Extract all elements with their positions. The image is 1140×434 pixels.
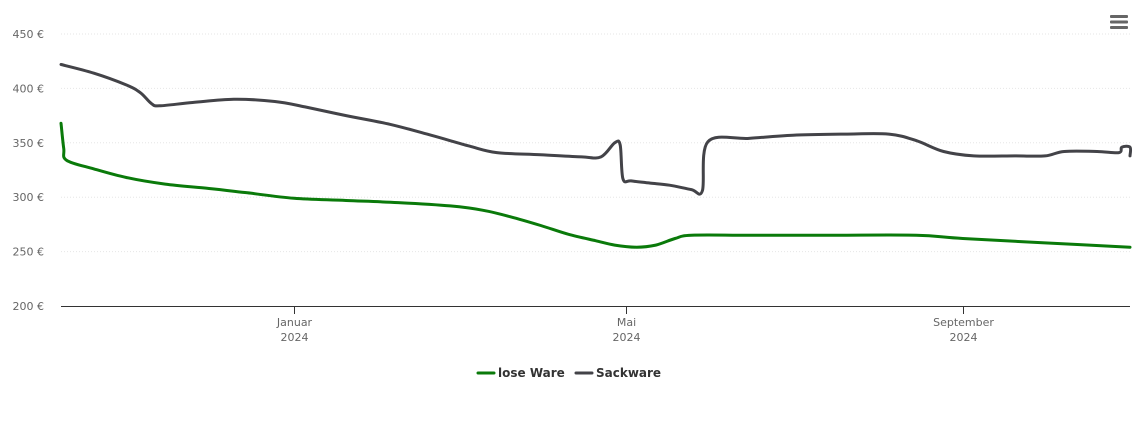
series-line-sackware[interactable] (59, 63, 1133, 196)
legend-item-lose-ware[interactable]: lose Ware (476, 366, 565, 380)
y-tick-label: 200 € (13, 300, 45, 313)
menu-bar-middle (1110, 20, 1128, 24)
y-tick-label: 450 € (13, 28, 45, 41)
legend[interactable]: lose Ware Sackware (476, 366, 661, 380)
x-tick-month-label: Mai (617, 316, 636, 329)
y-tick-label: 400 € (13, 82, 45, 95)
x-axis-ticks: Januar 2024 Mai 2024 September 2024 (276, 306, 994, 344)
y-tick-label: 350 € (13, 137, 45, 150)
y-tick-label: 250 € (13, 246, 45, 259)
legend-item-sackware[interactable]: Sackware (574, 366, 661, 380)
x-tick-month-label: September (933, 316, 994, 329)
x-tick-year-label: 2024 (613, 331, 641, 344)
series-line-lose-ware[interactable] (59, 121, 1132, 249)
x-tick-month-label: Januar (276, 316, 313, 329)
hamburger-menu-icon[interactable] (1110, 15, 1128, 29)
x-tick-year-label: 2024 (281, 331, 309, 344)
y-tick-label: 300 € (13, 191, 45, 204)
legend-label: Sackware (596, 366, 661, 380)
y-axis-labels: 200 € 250 € 300 € 350 € 400 € 450 € (13, 28, 45, 313)
series-lines (59, 63, 1133, 249)
grid-lines (61, 33, 1130, 253)
x-tick-year-label: 2024 (950, 331, 978, 344)
menu-bar-top (1110, 15, 1128, 18)
menu-bar-bottom (1110, 26, 1128, 29)
legend-label: lose Ware (498, 366, 565, 380)
